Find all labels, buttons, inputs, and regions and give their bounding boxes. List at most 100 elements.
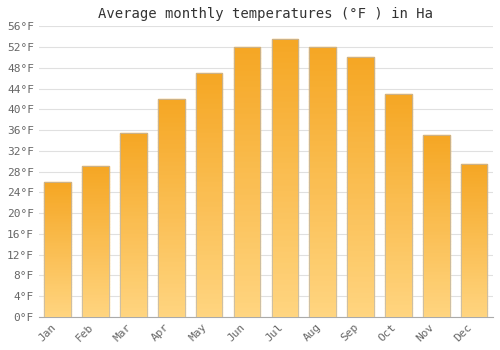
Bar — [120, 206, 146, 210]
Bar — [423, 179, 450, 182]
Bar — [310, 225, 336, 231]
Bar — [423, 255, 450, 259]
Bar — [44, 241, 71, 244]
Bar — [461, 299, 487, 301]
Bar — [385, 178, 411, 183]
Bar — [348, 239, 374, 244]
Bar — [348, 187, 374, 192]
Bar — [44, 249, 71, 252]
Bar — [310, 144, 336, 149]
Bar — [423, 230, 450, 233]
Bar — [196, 219, 222, 224]
Bar — [423, 270, 450, 273]
Bar — [120, 191, 146, 195]
Bar — [82, 260, 109, 262]
Bar — [82, 166, 109, 169]
Bar — [234, 58, 260, 63]
Bar — [385, 201, 411, 205]
Bar — [272, 200, 298, 206]
Bar — [310, 149, 336, 155]
Bar — [272, 239, 298, 245]
Bar — [272, 45, 298, 50]
Bar — [348, 63, 374, 68]
Bar — [234, 160, 260, 166]
Bar — [82, 314, 109, 317]
Bar — [196, 136, 222, 141]
Bar — [423, 299, 450, 302]
Bar — [82, 251, 109, 254]
Bar — [82, 272, 109, 275]
Bar — [120, 225, 146, 229]
Bar — [234, 133, 260, 139]
Bar — [158, 151, 184, 155]
Bar — [82, 178, 109, 181]
Bar — [234, 279, 260, 285]
Bar — [348, 177, 374, 182]
Bar — [120, 306, 146, 309]
Bar — [234, 182, 260, 187]
Bar — [82, 311, 109, 314]
Bar — [196, 97, 222, 102]
Bar — [234, 139, 260, 144]
Bar — [196, 200, 222, 205]
Bar — [423, 142, 450, 146]
Bar — [423, 204, 450, 208]
Bar — [196, 268, 222, 273]
Bar — [461, 289, 487, 292]
Bar — [348, 104, 374, 109]
Bar — [82, 293, 109, 296]
Bar — [423, 161, 450, 164]
Bar — [196, 175, 222, 180]
Bar — [234, 187, 260, 193]
Bar — [158, 278, 184, 282]
Bar — [348, 89, 374, 94]
Bar — [158, 212, 184, 217]
Bar — [423, 201, 450, 204]
Bar — [461, 250, 487, 253]
Bar — [423, 244, 450, 248]
Bar — [82, 245, 109, 247]
Bar — [82, 224, 109, 226]
Bar — [196, 273, 222, 278]
Bar — [461, 176, 487, 179]
Bar — [196, 302, 222, 307]
Bar — [120, 261, 146, 265]
Bar — [310, 279, 336, 285]
Bar — [385, 250, 411, 254]
Bar — [385, 223, 411, 228]
Bar — [423, 248, 450, 251]
Bar — [120, 184, 146, 188]
Bar — [44, 290, 71, 293]
Bar — [461, 237, 487, 240]
Bar — [423, 211, 450, 215]
Bar — [158, 238, 184, 243]
Bar — [44, 309, 71, 312]
Bar — [461, 182, 487, 185]
Bar — [82, 257, 109, 260]
Bar — [423, 226, 450, 230]
Bar — [120, 291, 146, 295]
Bar — [120, 299, 146, 302]
Bar — [423, 240, 450, 244]
Bar — [82, 211, 109, 215]
Bar — [120, 280, 146, 284]
Bar — [158, 142, 184, 147]
Bar — [120, 287, 146, 291]
Bar — [461, 280, 487, 283]
Bar — [385, 169, 411, 174]
Bar — [196, 239, 222, 244]
Bar — [423, 266, 450, 270]
Bar — [120, 147, 146, 151]
Bar — [272, 223, 298, 228]
Bar — [385, 294, 411, 299]
Bar — [234, 247, 260, 252]
Bar — [44, 193, 71, 195]
Bar — [158, 304, 184, 308]
Bar — [310, 198, 336, 203]
Bar — [272, 156, 298, 161]
Bar — [158, 290, 184, 295]
Bar — [310, 63, 336, 69]
Bar — [158, 108, 184, 112]
Bar — [461, 277, 487, 280]
Bar — [234, 63, 260, 69]
